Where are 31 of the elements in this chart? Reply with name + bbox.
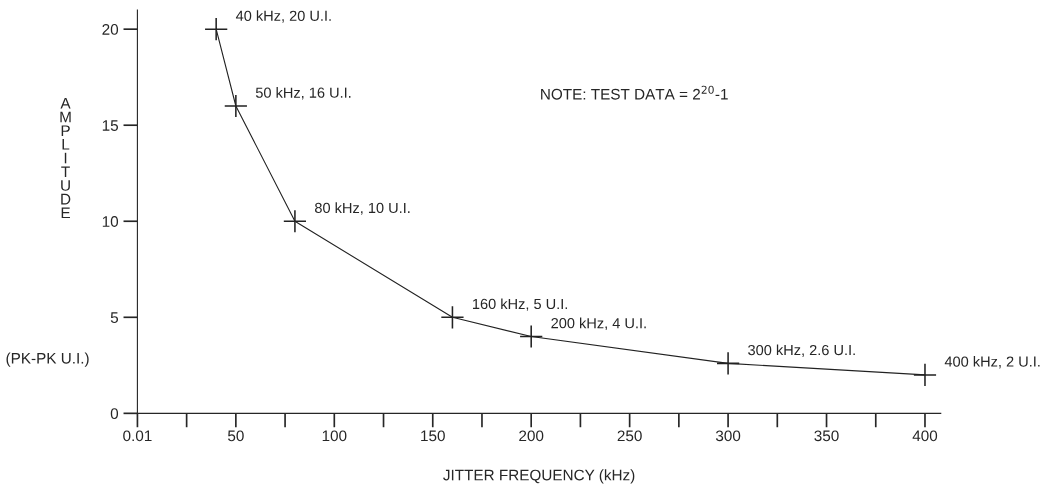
annotation: 400 kHz, 2 U.I. [944, 356, 1040, 369]
x-tick-label: 150 [421, 430, 445, 442]
point [520, 325, 543, 348]
y-tick-label: 15 [102, 120, 119, 131]
annotation: 80 kHz, 10 U.I. [315, 202, 410, 215]
x-tick-label: 250 [617, 430, 642, 442]
text: (PK-PK U.I.) [6, 352, 89, 367]
x-tick-label: 400 [912, 430, 938, 442]
y-tick-label: 0 [110, 408, 119, 420]
annotation: 50 kHz, 16 U.I. [255, 87, 351, 100]
x-tick-label: 200 [519, 430, 544, 442]
point [205, 18, 228, 41]
point [913, 363, 937, 387]
x-tick-label: 300 [715, 430, 741, 442]
point [283, 210, 307, 233]
point [224, 94, 247, 118]
annotation: NOTE: TEST DATA = 2$^{20}$-1 [541, 85, 728, 100]
annotation: 160 kHz, 5 U.I. [472, 298, 567, 311]
y-tick-label: 10 [102, 216, 119, 227]
point [716, 352, 740, 375]
x-tick-label: 100 [322, 430, 347, 442]
y-tick-label: 5 [110, 312, 119, 323]
x-tick-label: 50 [227, 430, 244, 442]
x-axis-title: JITTER FREQUENCY (kHz) [443, 469, 635, 484]
annotation: 40 kHz, 20 U.I. [235, 10, 331, 23]
y-tick-label: 20 [102, 24, 119, 35]
x-tick-label: 0.01 [123, 430, 152, 442]
annotation: 200 kHz, 4 U.I. [551, 317, 646, 331]
text: AMPLITUDE [60, 98, 71, 219]
annotation: 300 kHz, 2.6 U.I. [748, 344, 855, 357]
x-tick-label: 350 [814, 430, 839, 442]
